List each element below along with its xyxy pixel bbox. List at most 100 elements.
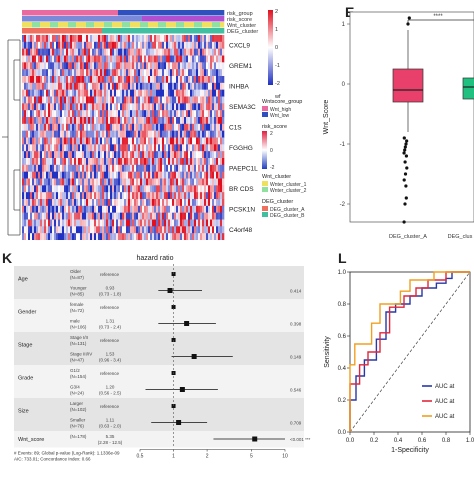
heatmap-cell xyxy=(76,76,79,84)
heatmap-cell xyxy=(76,123,79,131)
heatmap-cell xyxy=(40,178,43,186)
heatmap-cell xyxy=(122,55,125,63)
heatmap-cell xyxy=(206,62,209,70)
heatmap-cell xyxy=(84,164,87,172)
heatmap-cell xyxy=(42,137,45,145)
heatmap-cell xyxy=(98,96,101,104)
heatmap-cell xyxy=(176,171,179,179)
heatmap-cell xyxy=(150,76,153,84)
heatmap-cell xyxy=(56,41,59,49)
heatmap-cell xyxy=(134,158,137,166)
heatmap-cell xyxy=(154,151,157,159)
annotation-cell xyxy=(36,28,39,34)
heatmap-cell xyxy=(190,130,193,138)
heatmap-cell xyxy=(200,171,203,179)
heatmap-cell xyxy=(56,96,59,104)
heatmap-cell xyxy=(98,117,101,125)
heatmap-cell xyxy=(72,205,75,213)
heatmap-cell xyxy=(196,62,199,70)
heatmap-cell xyxy=(116,233,119,241)
heatmap-cell xyxy=(110,226,113,234)
heatmap-cell xyxy=(76,144,79,152)
heatmap-cell xyxy=(170,164,173,172)
heatmap-cell xyxy=(136,212,139,220)
heatmap-cell xyxy=(116,55,119,63)
heatmap-cell xyxy=(40,62,43,70)
heatmap-cell xyxy=(50,55,53,63)
heatmap-cell xyxy=(152,62,155,70)
heatmap-cell xyxy=(74,199,77,207)
heatmap-cell xyxy=(62,164,65,172)
heatmap-cell xyxy=(220,41,223,49)
heatmap-cell xyxy=(44,199,47,207)
heatmap-cell xyxy=(188,117,191,125)
heatmap-cell xyxy=(154,41,157,49)
heatmap-cell xyxy=(40,96,43,104)
annotation-cell xyxy=(180,16,183,22)
heatmap-cell xyxy=(146,164,149,172)
heatmap-cell xyxy=(168,178,171,186)
heatmap-cell xyxy=(198,103,201,111)
heatmap-cell xyxy=(24,219,27,227)
heatmap-cell xyxy=(140,158,143,166)
heatmap-cell xyxy=(188,110,191,118)
heatmap-cell xyxy=(132,103,135,111)
heatmap-cell xyxy=(170,130,173,138)
heatmap-cell xyxy=(176,35,179,43)
heatmap-cell xyxy=(144,103,147,111)
heatmap-cell xyxy=(114,62,117,70)
heatmap-cell xyxy=(180,199,183,207)
annotation-cell xyxy=(152,28,155,34)
heatmap-cell xyxy=(82,35,85,43)
heatmap-cell xyxy=(222,164,225,172)
annotation-cell xyxy=(176,28,179,34)
heatmap-cell xyxy=(34,41,37,49)
heatmap-cell xyxy=(94,96,97,104)
heatmap-cell xyxy=(208,205,211,213)
heatmap-cell xyxy=(104,130,107,138)
heatmap-cell xyxy=(96,219,99,227)
heatmap-cell xyxy=(44,137,47,145)
heatmap-cell xyxy=(150,226,153,234)
heatmap-cell xyxy=(122,130,125,138)
heatmap-cell xyxy=(26,96,29,104)
forest-x-tick-label: 10 xyxy=(282,454,288,460)
heatmap-cell xyxy=(114,178,117,186)
heatmap-cell xyxy=(124,151,127,159)
heatmap-cell xyxy=(170,212,173,220)
heatmap-cell xyxy=(148,219,151,227)
heatmap-cell xyxy=(106,212,109,220)
heatmap-cell xyxy=(198,35,201,43)
heatmap-cell xyxy=(34,137,37,145)
heatmap-cell xyxy=(176,192,179,200)
forest-ref-marker xyxy=(171,305,176,309)
heatmap-cell xyxy=(62,199,65,207)
heatmap-cell xyxy=(144,110,147,118)
heatmap-cell xyxy=(216,96,219,104)
heatmap-cell xyxy=(24,69,27,77)
heatmap-cell xyxy=(158,82,161,90)
heatmap-cell xyxy=(140,117,143,125)
annotation-cell xyxy=(70,22,73,28)
heatmap-cell xyxy=(168,158,171,166)
heatmap-cell xyxy=(174,192,177,200)
heatmap-cell xyxy=(34,205,37,213)
heatmap-cell xyxy=(214,62,217,70)
heatmap-cell xyxy=(190,185,193,193)
heatmap-cell xyxy=(160,219,163,227)
heatmap-cell xyxy=(82,117,85,125)
heatmap-cell xyxy=(102,69,105,77)
heatmap-cell xyxy=(100,110,103,118)
heatmap-cell xyxy=(30,41,33,49)
heatmap-cell xyxy=(204,130,207,138)
heatmap-cell xyxy=(28,55,31,63)
heatmap-cell xyxy=(74,171,77,179)
heatmap-cell xyxy=(94,48,97,56)
heatmap-cell xyxy=(26,158,29,166)
heatmap-cell xyxy=(90,110,93,118)
heatmap-cell xyxy=(132,226,135,234)
heatmap-cell xyxy=(198,205,201,213)
heatmap-cell xyxy=(88,212,91,220)
heatmap-cell xyxy=(166,185,169,193)
heatmap-cell xyxy=(84,199,87,207)
